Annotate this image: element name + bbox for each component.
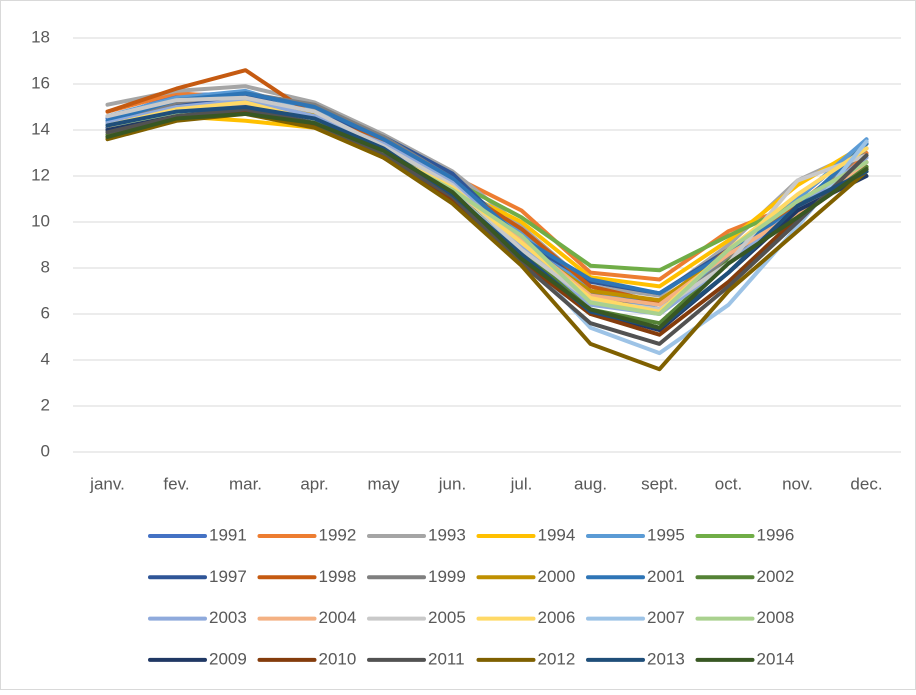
y-tick-label: 4 bbox=[41, 349, 50, 368]
data-line bbox=[105, 91, 869, 296]
x-tick-label: jul. bbox=[510, 474, 533, 493]
legend-label: 1994 bbox=[538, 525, 576, 544]
data-line bbox=[105, 111, 869, 330]
legend-label: 2008 bbox=[757, 608, 795, 627]
y-tick-label: 14 bbox=[31, 119, 50, 138]
x-tick-label: fev. bbox=[163, 474, 189, 493]
y-tick-label: 18 bbox=[31, 27, 50, 46]
x-tick-label: jun. bbox=[438, 474, 466, 493]
legend-label: 1995 bbox=[647, 525, 685, 544]
legend-label: 2012 bbox=[538, 649, 576, 668]
legend-label: 2014 bbox=[757, 649, 795, 668]
x-tick-label: aug. bbox=[574, 474, 607, 493]
x-tick-label: oct. bbox=[715, 474, 742, 493]
x-tick-label: mar. bbox=[229, 474, 262, 493]
legend-label: 2009 bbox=[209, 649, 247, 668]
legend-label: 1992 bbox=[319, 525, 357, 544]
legend-label: 2004 bbox=[319, 608, 357, 627]
legend-label: 2001 bbox=[647, 567, 685, 586]
legend-label: 2013 bbox=[647, 649, 685, 668]
legend-label: 1999 bbox=[428, 567, 466, 586]
x-tick-label: dec. bbox=[850, 474, 882, 493]
legend-label: 1993 bbox=[428, 525, 466, 544]
x-tick-label: apr. bbox=[300, 474, 328, 493]
legend-label: 2007 bbox=[647, 608, 685, 627]
legend-label: 2002 bbox=[757, 567, 795, 586]
legend-label: 1991 bbox=[209, 525, 247, 544]
y-tick-label: 10 bbox=[31, 211, 50, 230]
legend-label: 2000 bbox=[538, 567, 576, 586]
legend-label: 2006 bbox=[538, 608, 576, 627]
y-tick-label: 6 bbox=[41, 303, 50, 322]
legend-label: 2011 bbox=[428, 649, 465, 668]
y-tick-label: 8 bbox=[41, 257, 50, 276]
y-tick-label: 2 bbox=[41, 395, 50, 414]
x-tick-label: sept. bbox=[641, 474, 678, 493]
legend-label: 2010 bbox=[319, 649, 357, 668]
legend-label: 2003 bbox=[209, 608, 247, 627]
x-tick-label: may bbox=[367, 474, 400, 493]
x-tick-label: nov. bbox=[782, 474, 813, 493]
x-tick-label: janv. bbox=[89, 474, 125, 493]
legend-label: 1996 bbox=[757, 525, 795, 544]
y-tick-label: 0 bbox=[41, 441, 50, 460]
legend-label: 1998 bbox=[319, 567, 357, 586]
y-tick-label: 16 bbox=[31, 73, 50, 92]
legend-label: 2005 bbox=[428, 608, 466, 627]
data-line bbox=[105, 107, 869, 346]
legend-label: 1997 bbox=[209, 567, 247, 586]
y-tick-label: 12 bbox=[31, 165, 50, 184]
